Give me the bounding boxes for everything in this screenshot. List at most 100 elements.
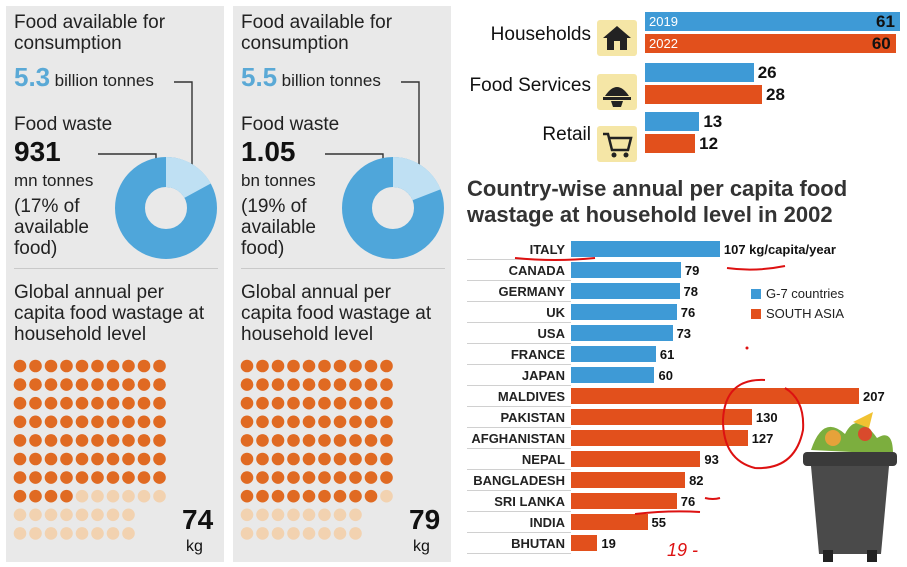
dot (256, 415, 269, 429)
row-rule (467, 322, 571, 323)
legend-label-sa: SOUTH ASIA (766, 306, 845, 321)
sector-label: Food Services (469, 75, 591, 96)
dot (75, 415, 89, 429)
sector-value: 13 (703, 112, 723, 131)
dot (29, 396, 42, 410)
food-available-line: 5.3 billion tonnes (14, 62, 154, 93)
dot (380, 415, 393, 429)
dot (44, 489, 58, 503)
country-value: 76 (680, 494, 696, 509)
dot (91, 527, 104, 540)
dot (122, 508, 135, 522)
legend-g7: G-7 countries (751, 286, 844, 301)
country-value: 130 (755, 410, 778, 425)
food-waste-pct: (19% of available food) (241, 196, 316, 259)
country-value: 127 (751, 431, 774, 446)
food-waste-pct: (17% of available food) (14, 196, 89, 259)
dot (271, 452, 285, 466)
dot (302, 434, 316, 447)
country-label: ITALY (529, 242, 565, 257)
country-value: 78 (683, 284, 698, 299)
dot (318, 489, 331, 503)
country-bar (571, 430, 748, 446)
dot (91, 452, 104, 466)
row-rule (467, 364, 571, 365)
dot (318, 508, 331, 522)
dot (153, 471, 166, 484)
dot (106, 359, 120, 373)
country-value: 79 (684, 263, 700, 278)
dot (44, 527, 58, 540)
dot (13, 527, 27, 540)
dot (271, 434, 285, 447)
dot (137, 489, 151, 503)
dot (302, 489, 316, 503)
country-bar (571, 493, 677, 509)
dot (364, 452, 378, 466)
dot (318, 396, 331, 410)
dot (271, 359, 285, 373)
dot (137, 396, 151, 410)
dot (240, 396, 254, 410)
food-waste-value: 931 (14, 136, 61, 167)
food-waste-title: Food waste (241, 114, 340, 135)
sector-bar-2022 (645, 85, 763, 104)
dot (364, 471, 378, 484)
food-waste-unit: mn tonnes (14, 171, 94, 190)
dot (29, 359, 42, 373)
dot (287, 359, 300, 373)
country-label: USA (537, 326, 565, 341)
dot (29, 378, 42, 391)
dot (137, 359, 151, 373)
country-bar (571, 241, 720, 257)
sector-label: Retail (542, 124, 591, 145)
dot (318, 434, 331, 447)
capita-value: 74 (182, 504, 214, 535)
dot (364, 396, 378, 410)
right-area: Households 61 2019 60 2022 Food Services 26 28 R… (455, 0, 907, 567)
dot (380, 434, 393, 447)
country-label: NEPAL (521, 452, 565, 467)
dot (60, 527, 73, 540)
dot (44, 415, 58, 429)
dot (256, 378, 269, 391)
dot (106, 527, 120, 540)
dot (13, 489, 27, 503)
country-label: CANADA (508, 263, 565, 278)
dot (75, 452, 89, 466)
dot (91, 415, 104, 429)
country-label: SRI LANKA (494, 494, 565, 509)
capita-title: Global annual per capita food wastage at… (14, 282, 205, 345)
dot (349, 378, 362, 391)
dot (302, 359, 316, 373)
dot (29, 489, 42, 503)
dot (287, 489, 300, 503)
dot (60, 508, 73, 522)
dot (318, 527, 331, 540)
dot (44, 434, 58, 447)
dot (349, 359, 362, 373)
country-value: 107 kg/capita/year (723, 242, 836, 257)
dot (75, 489, 89, 503)
sector-value: 61 (876, 12, 895, 31)
dot (333, 396, 347, 410)
sector-value: 60 (871, 34, 891, 53)
country-label: BANGLADESH (473, 473, 565, 488)
dot (60, 415, 73, 429)
dot (287, 396, 300, 410)
country-value: 93 (704, 452, 719, 467)
food-available-value: 5.3 (14, 62, 51, 92)
row-rule (467, 385, 571, 386)
country-bar (571, 346, 656, 362)
dot (13, 415, 27, 429)
dot (318, 359, 331, 373)
dot (29, 452, 42, 466)
sector-bar-2019 (645, 63, 754, 82)
dot (349, 452, 362, 466)
dot (349, 471, 362, 484)
dot (380, 378, 393, 391)
country-bar (571, 367, 655, 383)
sector-value: 26 (757, 63, 777, 82)
country-label: INDIA (529, 515, 565, 530)
dot (75, 378, 89, 391)
